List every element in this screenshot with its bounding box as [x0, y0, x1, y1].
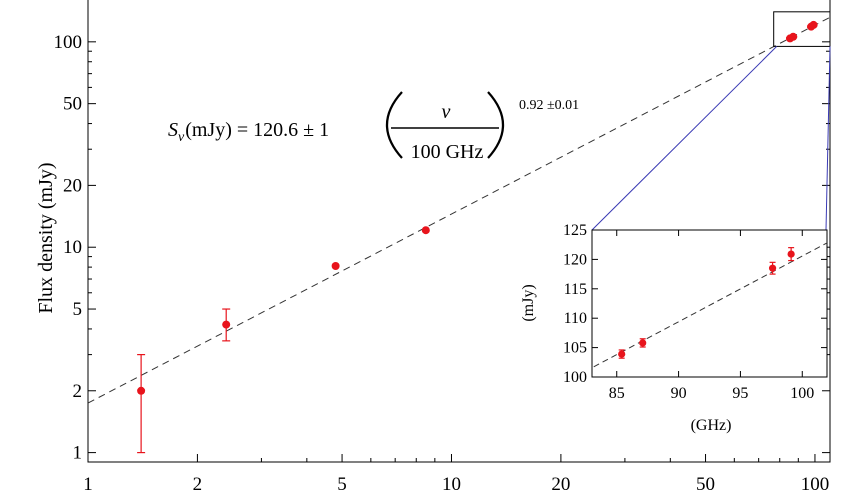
inset-y-tick-label: 120: [563, 251, 587, 268]
inset-y-tick-label: 125: [563, 222, 587, 239]
inset-frame: [591, 229, 828, 378]
zoom-connector-left: [591, 46, 778, 231]
inset-y-tick-label: 100: [563, 369, 587, 386]
equation-left-paren: [385, 91, 403, 159]
data-point: [222, 320, 231, 329]
data-point: [137, 386, 146, 395]
x-tick-label: 100: [801, 474, 830, 495]
inset-y-tick-label: 110: [564, 310, 587, 327]
inset-x-tick-label: 85: [609, 385, 625, 402]
equation-lhs-subscript: ν: [178, 130, 185, 145]
data-point: [331, 262, 340, 271]
x-tick-label: 1: [83, 474, 93, 495]
inset-axis-ticks: 85 90 95 100 100 105 110 115 120 125: [563, 222, 827, 402]
y-tick-label: 10: [63, 237, 82, 258]
inset-data-points: [618, 247, 795, 359]
y-tick-label: 50: [63, 94, 82, 115]
x-tick-label: 10: [442, 474, 461, 495]
inset-data-point: [618, 350, 626, 358]
inset-x-tick-label: 95: [732, 385, 748, 402]
x-tick-label: 5: [337, 474, 347, 495]
plot-frame: [87, 0, 831, 463]
inset-x-tick-label: 100: [790, 385, 814, 402]
main-fit-line: [88, 16, 830, 404]
main-fit-dashed-line: [88, 16, 830, 404]
inset-fit-line: [592, 242, 827, 369]
inset-data-point: [787, 250, 795, 258]
fit-equation: Sν(mJy) = 120.6 ± 1 ν 100 GHz 0.92 ±0.01: [168, 91, 579, 163]
x-tick-label: 2: [193, 474, 203, 495]
inset-x-axis-title: (GHz): [691, 417, 732, 434]
data-point: [421, 226, 430, 235]
equation-numerator: ν: [442, 101, 451, 123]
inset-y-tick-label: 115: [564, 281, 587, 298]
main-data-points: [137, 20, 818, 454]
equation-lhs: Sν(mJy) = 120.6 ± 1: [168, 119, 329, 145]
inset-y-axis-title: (mJy): [520, 284, 537, 321]
y-tick-label: 100: [54, 32, 83, 53]
equation-exponent: 0.92 ±0.01: [519, 98, 579, 113]
zoom-connector-right: [825, 46, 831, 231]
y-axis-title: Flux density (mJy): [35, 162, 57, 313]
equation-lhs-symbol: S: [168, 119, 178, 141]
y-tick-label: 20: [63, 175, 82, 196]
equation-lhs-units: (mJy) = 120.6 ± 1: [185, 119, 329, 141]
equation-denominator: 100 GHz: [411, 141, 484, 163]
inset-plot: 85 90 95 100 100 105 110 115 120 125 (mJy) (GHz): [520, 222, 828, 434]
inset-data-point: [639, 339, 647, 347]
y-tick-label: 5: [73, 299, 83, 320]
y-tick-label: 1: [73, 443, 83, 464]
data-point: [789, 32, 798, 41]
x-tick-label: 20: [551, 474, 570, 495]
x-tick-label: 50: [696, 474, 715, 495]
inset-x-tick-label: 90: [671, 385, 687, 402]
y-tick-label: 2: [73, 381, 83, 402]
data-point: [809, 20, 818, 29]
inset-y-tick-label: 105: [563, 340, 587, 357]
main-axis-ticks: 125102050100125102050100200: [54, 32, 830, 495]
equation-right-paren: [487, 91, 505, 159]
inset-fit-dashed-line: [592, 242, 827, 369]
inset-data-point: [768, 264, 777, 272]
zoom-box: [773, 11, 831, 47]
